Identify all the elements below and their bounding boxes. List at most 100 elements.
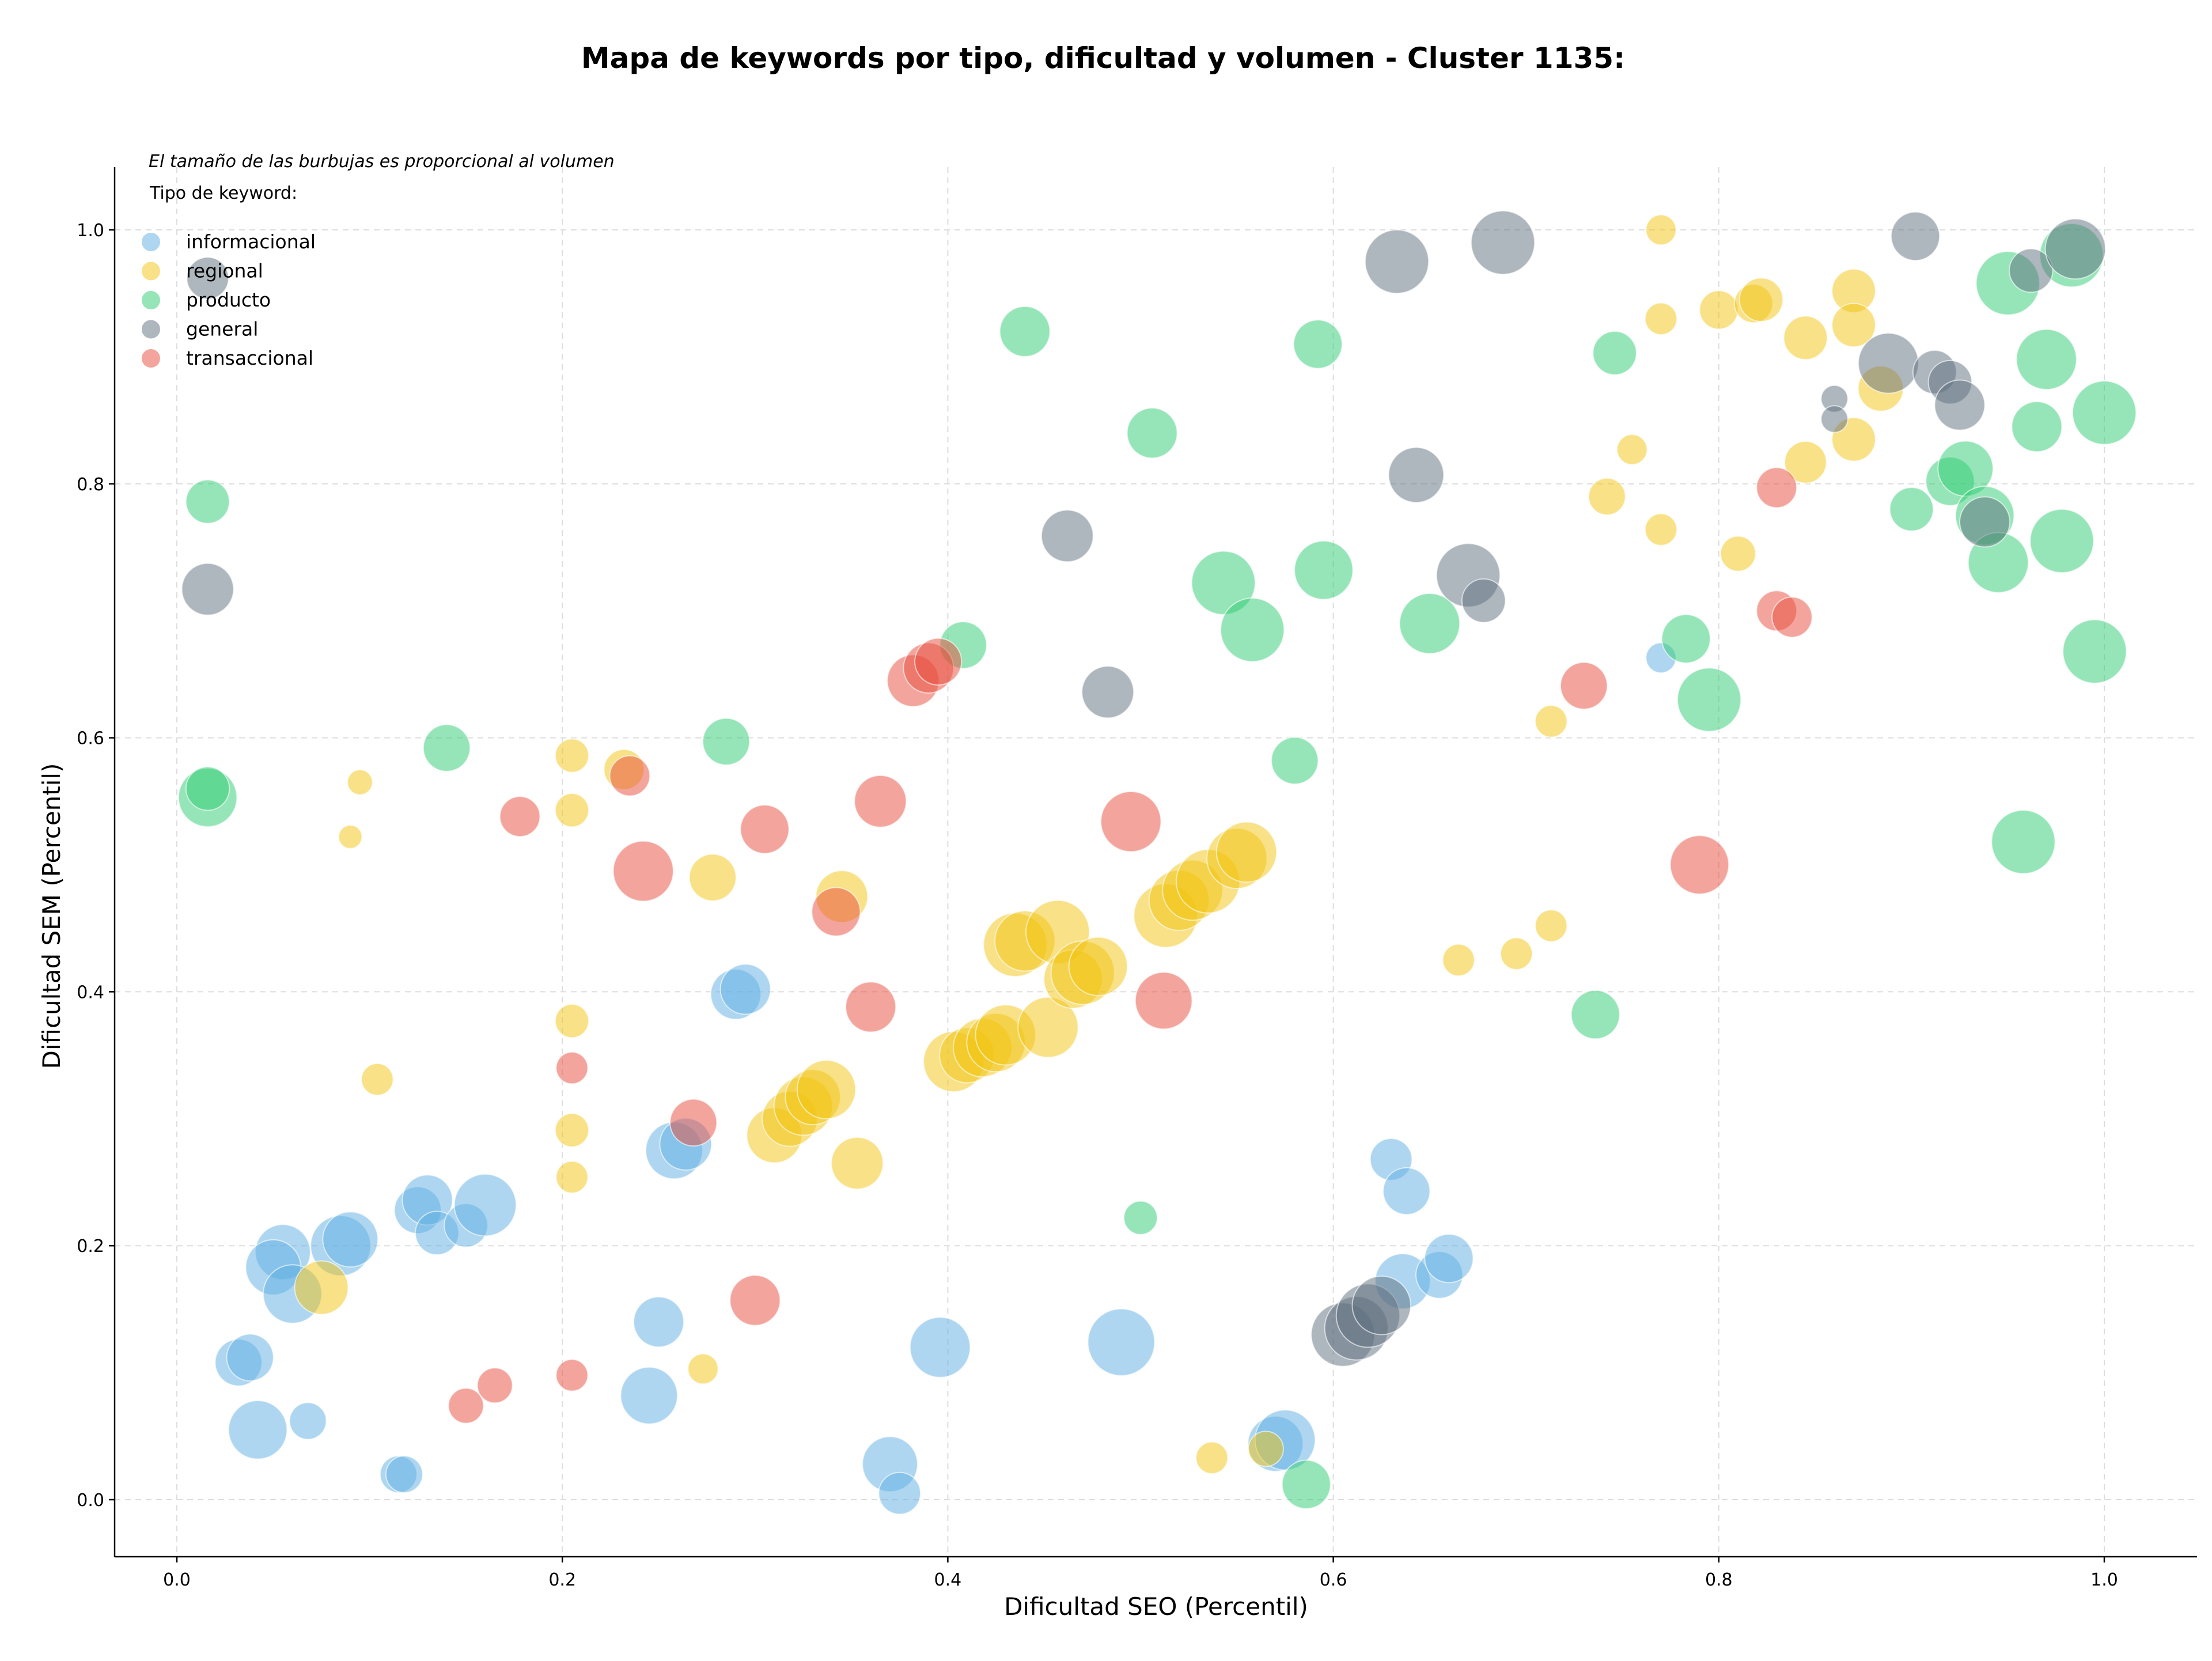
bubble-producto	[185, 766, 230, 811]
legend-label-transaccional: transaccional	[186, 347, 313, 369]
bubble-general	[1388, 447, 1445, 504]
bubble-general	[1959, 496, 2011, 548]
bubble-general	[1364, 229, 1430, 294]
legend-marker-regional	[141, 260, 161, 282]
bubble-producto	[1661, 614, 1711, 664]
bubble-transaccional	[555, 1051, 589, 1085]
bubble-producto	[1592, 331, 1637, 376]
x-axis-label: Dificultad SEO (Percentil)	[1004, 1592, 1308, 1621]
data-points	[177, 210, 2137, 1515]
bubble-general	[1461, 578, 1506, 623]
bubble-general	[1081, 665, 1135, 719]
y-tick-label: 0.0	[77, 1490, 104, 1511]
x-tick-label: 1.0	[2090, 1570, 2118, 1590]
bubble-general	[1351, 1276, 1411, 1335]
bubble-regional	[1699, 290, 1739, 330]
bubble-producto	[1399, 593, 1461, 654]
bubble-informacional	[909, 1316, 971, 1378]
bubble-transaccional	[669, 1098, 718, 1147]
bubble-general	[2044, 218, 2107, 280]
bubble-regional	[1068, 936, 1128, 997]
series-regional	[294, 214, 1904, 1474]
bubble-regional	[338, 824, 363, 849]
x-tick-label: 0.0	[163, 1570, 191, 1590]
bubble-regional	[1645, 214, 1677, 246]
bubble-general	[1934, 379, 1986, 431]
legend-label-producto: producto	[186, 289, 271, 311]
bubble-regional	[1499, 937, 1533, 970]
bubble-general	[186, 256, 229, 300]
bubble-transaccional	[729, 1274, 781, 1326]
bubble-regional	[688, 853, 737, 902]
bubble-regional	[1784, 441, 1827, 484]
bubble-informacional	[719, 963, 771, 1015]
bubble-regional	[1644, 302, 1677, 335]
bubble-transaccional	[1756, 467, 1797, 509]
bubble-general	[2009, 248, 2054, 293]
bubble-regional	[1616, 434, 1648, 466]
legend-label-regional: regional	[186, 260, 263, 282]
bubble-transaccional	[1100, 790, 1162, 853]
bubble-regional	[796, 1060, 857, 1119]
bubble-transaccional	[845, 981, 897, 1033]
bubble-producto	[999, 305, 1051, 357]
bubble-regional	[555, 1160, 589, 1194]
bubble-transaccional	[811, 887, 861, 937]
bubble-producto	[1123, 1200, 1158, 1235]
bubble-informacional	[1382, 1167, 1431, 1216]
legend-label-general: general	[186, 318, 258, 340]
series-transaccional	[448, 467, 1813, 1424]
bubble-general	[1820, 405, 1849, 433]
legend-label-informacional: informacional	[186, 230, 316, 253]
bubble-regional	[1215, 821, 1278, 883]
bubble-transaccional	[1669, 835, 1730, 895]
bubble-regional	[1195, 1441, 1229, 1474]
bubble-regional	[1719, 535, 1756, 572]
bubble-general	[1040, 509, 1094, 563]
legend-marker-informacional	[141, 232, 161, 252]
x-tick-label: 0.6	[1320, 1570, 1347, 1590]
x-tick-label: 0.2	[548, 1570, 576, 1590]
bubble-informacional	[453, 1174, 517, 1237]
bubble-informacional	[1424, 1234, 1474, 1284]
bubble-regional	[1738, 277, 1784, 322]
bubble-producto	[1191, 550, 1256, 615]
bubble-regional	[1535, 909, 1568, 943]
bubble-transaccional	[448, 1387, 484, 1424]
bubble-regional	[1442, 943, 1475, 977]
bubble-regional	[361, 1062, 394, 1096]
bubble-producto	[1293, 319, 1343, 369]
bubble-producto	[2071, 380, 2137, 445]
bubble-regional	[294, 1260, 349, 1315]
legend-title: Tipo de keyword:	[149, 183, 297, 203]
bubble-general	[1858, 332, 1919, 394]
bubble-regional	[554, 793, 589, 828]
bubble-regional	[1248, 1431, 1284, 1467]
bubble-informacional	[228, 1400, 288, 1460]
bubble-transaccional	[1134, 971, 1193, 1030]
legend-marker-general	[141, 319, 161, 340]
series-general	[181, 210, 2107, 1367]
y-tick-label: 1.0	[77, 221, 104, 241]
bubble-producto	[1991, 809, 2056, 875]
bubble-producto	[1271, 736, 1319, 785]
bubble-producto	[1676, 667, 1742, 732]
bubble-transaccional	[1771, 596, 1813, 638]
bubble-regional	[831, 1136, 884, 1190]
bubble-producto	[2029, 508, 2094, 574]
bubble-regional	[554, 1004, 589, 1039]
bubble-regional	[554, 738, 589, 773]
axes	[113, 167, 2197, 1558]
bubble-transaccional	[740, 804, 790, 854]
bubble-transaccional	[609, 755, 651, 797]
bubble-transaccional	[476, 1367, 513, 1404]
bubble-producto	[2011, 401, 2063, 453]
bubble-producto	[1126, 407, 1178, 459]
y-tick-label: 0.8	[77, 475, 104, 495]
bubble-informacional	[385, 1455, 423, 1493]
bubble-informacional	[226, 1333, 274, 1382]
bubble-regional	[347, 769, 373, 796]
bubble-transaccional	[499, 796, 541, 838]
